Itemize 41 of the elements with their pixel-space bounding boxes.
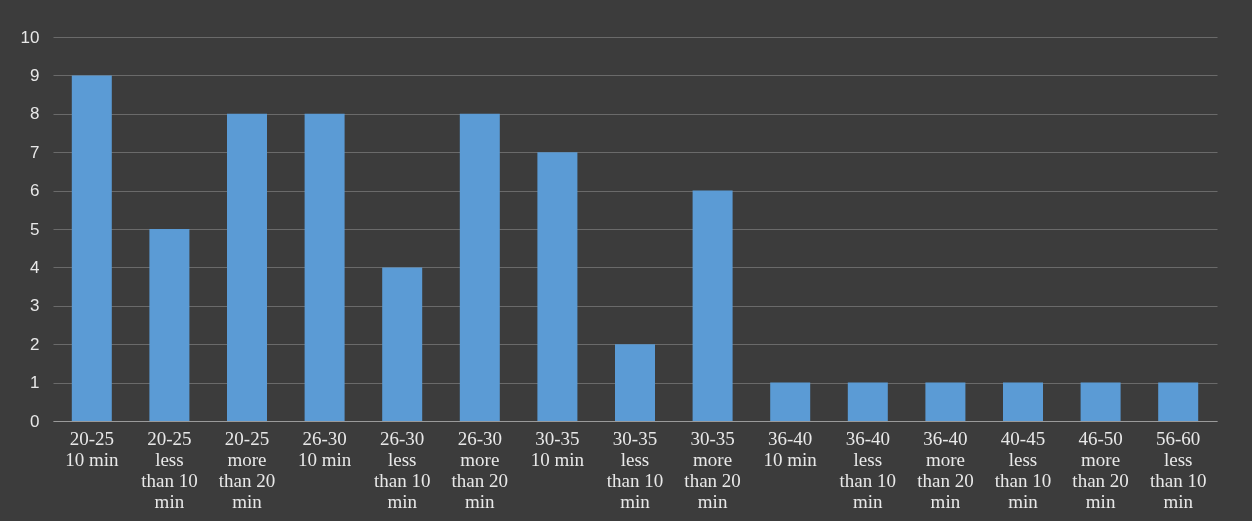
y-tick-label: 9 [30, 65, 40, 85]
y-tick-label: 7 [30, 142, 40, 162]
y-tick-label: 2 [30, 334, 40, 354]
y-tick-label: 10 [20, 27, 40, 47]
bar [615, 344, 655, 421]
bar [149, 229, 190, 421]
x-tick-label: 36-40 less than 10 min [839, 427, 897, 512]
x-tick-label: 40-45 less than 10 min [994, 427, 1052, 512]
x-tick-label: 56-60 less than 10 min [1149, 427, 1207, 512]
x-tick-label: 26-30 more than 20 min [451, 427, 509, 512]
bar [847, 382, 888, 421]
bar [382, 267, 423, 421]
bar [925, 382, 966, 421]
y-tick-label: 6 [30, 181, 40, 201]
y-tick-label: 1 [30, 373, 40, 393]
bar [71, 75, 112, 421]
x-tick-label: 36-40 more than 20 min [917, 427, 974, 512]
y-tick-label: 4 [30, 257, 40, 277]
x-tick-label: 30-35 less than 10 min [606, 427, 664, 512]
bar [227, 113, 267, 421]
bar [459, 113, 500, 421]
y-tick-label: 8 [30, 104, 40, 124]
bar [304, 113, 345, 421]
x-tick-label: 36-40 10 min [763, 427, 818, 470]
x-tick-label: 26-30 less than 10 min [373, 427, 431, 512]
bar [692, 190, 733, 421]
bar [770, 382, 811, 421]
bar [537, 152, 578, 421]
x-tick-label: 30-35 10 min [530, 427, 585, 470]
x-tick-label: 30-35 more than 20 min [684, 427, 741, 512]
x-tick-label: 20-25 10 min [65, 427, 119, 470]
y-tick-label: 5 [30, 219, 40, 239]
y-tick-label: 3 [30, 296, 40, 316]
bar [1080, 382, 1121, 421]
x-tick-label: 46-50 more than 20 min [1072, 427, 1129, 512]
y-tick-label: 0 [30, 411, 40, 431]
bar [1003, 382, 1043, 421]
x-tick-label: 20-25 more than 20 min [218, 427, 276, 512]
bar [1158, 382, 1199, 421]
x-tick-label: 20-25 less than 10 min [141, 427, 198, 512]
x-tick-label: 26-30 10 min [297, 427, 352, 470]
